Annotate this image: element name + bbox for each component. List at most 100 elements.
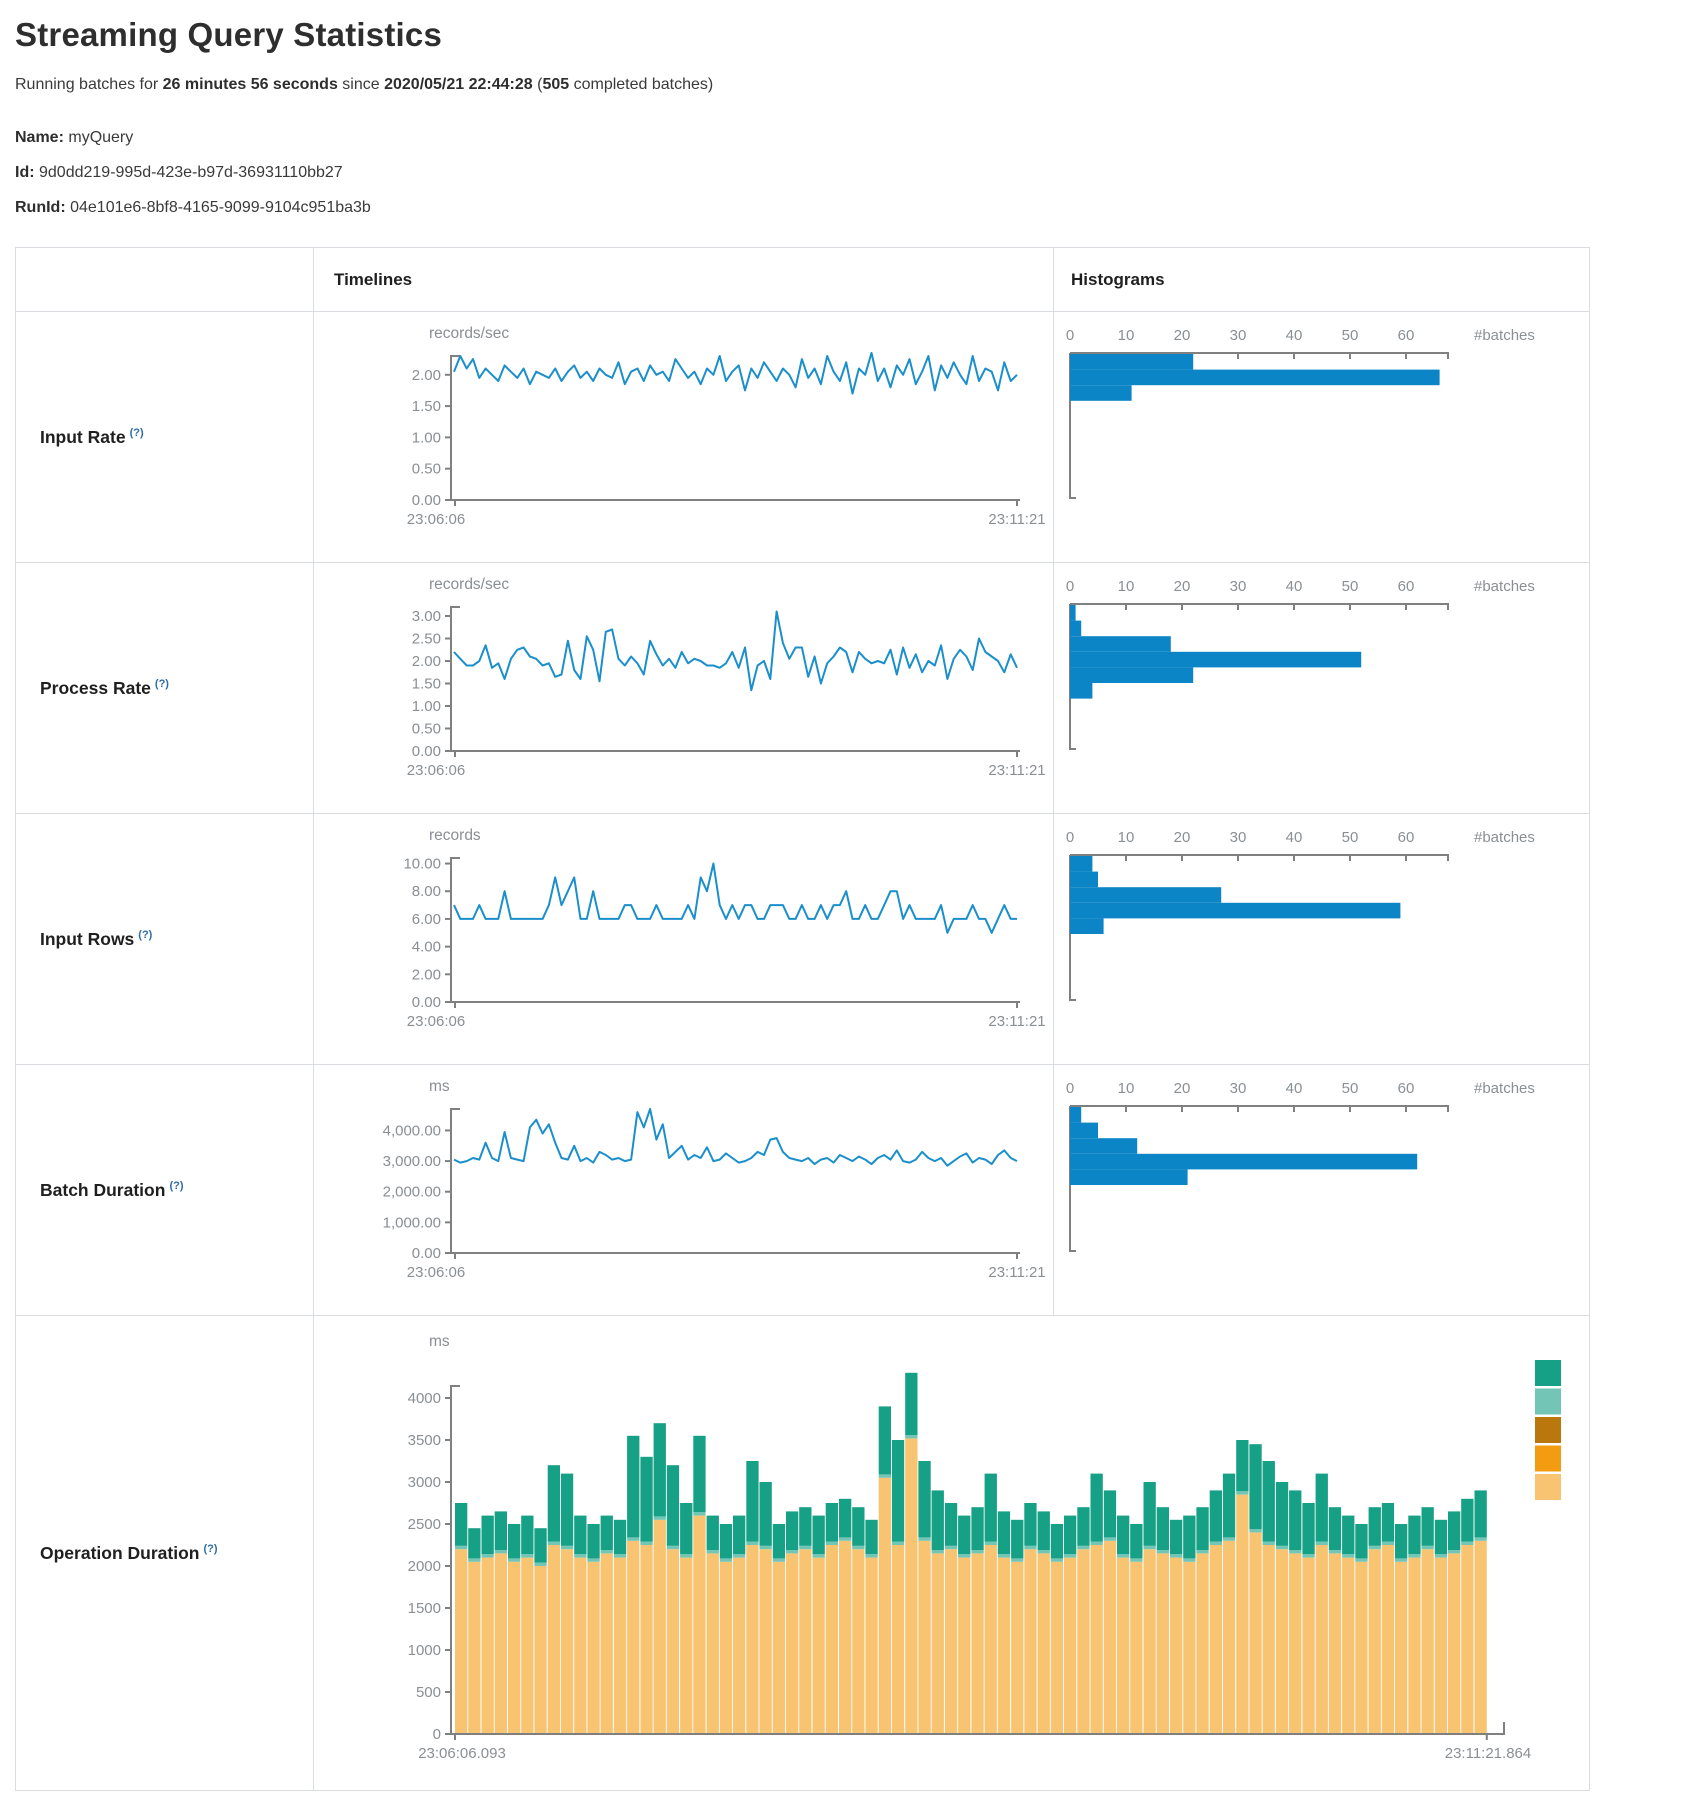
svg-text:records/sec: records/sec (429, 325, 509, 342)
svg-text:0: 0 (433, 1726, 441, 1743)
svg-text:30: 30 (1230, 829, 1247, 846)
svg-text:2.00: 2.00 (412, 367, 441, 384)
svg-text:20: 20 (1174, 327, 1191, 344)
svg-text:2.50: 2.50 (412, 631, 441, 648)
svg-text:#batches: #batches (1474, 327, 1535, 344)
svg-text:0: 0 (1066, 829, 1074, 846)
operation-duration-cell: ms 4000 3500 3000 2500 2000 1500 1000 500 0 23:06:… (314, 1316, 1589, 1790)
table-row-batch-duration: Batch Duration (?) ms 4,000.00 3,000.00 2,00… (16, 1065, 1589, 1316)
input-rate-timeline-chart: records/sec 2.00 1.50 1.00 0.50 0.00 23:06:06 2… (407, 325, 1046, 528)
help-icon[interactable]: (?) (129, 426, 144, 439)
table-header-histograms: Histograms (1071, 269, 1165, 289)
query-id-label: Id: (15, 164, 35, 181)
query-runid-value: 04e101e6-8bf8-4165-9099-9104c951ba3b (70, 199, 371, 216)
svg-text:40: 40 (1286, 829, 1303, 846)
page-header: Streaming Query Statistics Running batch… (15, 16, 1678, 225)
row-label-batch-duration: Batch Duration (?) (40, 1180, 183, 1201)
process-rate-histogram-chart: 0 10 20 30 40 50 60 #batches (1066, 578, 1535, 750)
svg-text:40: 40 (1286, 1080, 1303, 1097)
timeline-cell-process-rate: records/sec 3.00 2.50 2.00 1.50 1.00 0.50 0.00 2… (314, 563, 1054, 813)
svg-text:1,000.00: 1,000.00 (383, 1214, 441, 1231)
table-row-operation-duration: Operation Duration (?) ms 4000 3500 3000 2500… (16, 1316, 1589, 1790)
summary-text: ( (532, 76, 543, 93)
svg-text:2.00: 2.00 (412, 653, 441, 670)
histogram-cell-process-rate: 0 10 20 30 40 50 60 #batches (1054, 563, 1589, 813)
batch-duration-histogram-chart: 0 10 20 30 40 50 60 #batches (1066, 1080, 1535, 1252)
row-label-text: Input Rows (40, 928, 135, 949)
help-icon[interactable]: (?) (169, 1179, 184, 1192)
svg-text:records/sec: records/sec (429, 576, 509, 593)
timeline-cell-input-rows: records 10.00 8.00 6.00 4.00 2.00 0.00 23:06:06… (314, 814, 1054, 1064)
row-label-cell: Input Rows (?) (16, 814, 314, 1064)
row-label-cell: Operation Duration (?) (16, 1316, 314, 1790)
operation-duration-stacked-chart: ms 4000 3500 3000 2500 2000 1500 1000 500 0 23:06:… (408, 1333, 1561, 1762)
svg-text:23:06:06.093: 23:06:06.093 (418, 1745, 506, 1762)
help-icon[interactable]: (?) (154, 677, 169, 690)
summary-batch-count: 505 (542, 76, 570, 93)
svg-text:23:11:21: 23:11:21 (988, 511, 1045, 528)
svg-text:10: 10 (1118, 1080, 1135, 1097)
query-name-label: Name: (15, 129, 64, 146)
svg-text:ms: ms (429, 1078, 450, 1095)
summary-start-time: 2020/05/21 22:44:28 (384, 76, 533, 93)
query-meta: Name: myQuery Id: 9d0dd219-995d-423e-b97… (15, 120, 1678, 225)
timeline-cell-batch-duration: ms 4,000.00 3,000.00 2,000.00 1,000.00 0.00 23… (314, 1065, 1054, 1315)
svg-text:50: 50 (1342, 1080, 1359, 1097)
svg-text:30: 30 (1230, 327, 1247, 344)
svg-text:0.50: 0.50 (412, 721, 441, 738)
page-title: Streaming Query Statistics (15, 16, 443, 53)
histogram-cell-batch-duration: 0 10 20 30 40 50 60 #batches (1054, 1065, 1589, 1315)
input-rate-histogram-chart: 0 10 20 30 40 50 60 #batches (1066, 327, 1535, 499)
svg-text:60: 60 (1398, 1080, 1415, 1097)
process-rate-timeline-chart: records/sec 3.00 2.50 2.00 1.50 1.00 0.50 0.00 2… (407, 576, 1046, 779)
svg-text:23:06:06: 23:06:06 (407, 511, 465, 528)
svg-text:10: 10 (1118, 829, 1135, 846)
svg-text:2,000.00: 2,000.00 (383, 1184, 441, 1201)
row-label-process-rate: Process Rate (?) (40, 678, 169, 699)
svg-text:23:11:21: 23:11:21 (988, 762, 1045, 779)
svg-text:0: 0 (1066, 327, 1074, 344)
summary-line: Running batches for 26 minutes 56 second… (15, 76, 1678, 94)
svg-text:1.00: 1.00 (412, 698, 441, 715)
query-name-value: myQuery (68, 129, 134, 146)
histogram-cell-input-rows: 0 10 20 30 40 50 60 #batches (1054, 814, 1589, 1064)
svg-text:3.00: 3.00 (412, 608, 441, 625)
svg-text:6.00: 6.00 (412, 911, 441, 928)
svg-text:2.00: 2.00 (412, 966, 441, 983)
svg-text:60: 60 (1398, 829, 1415, 846)
table-row-input-rows: Input Rows (?) records 10.00 8.00 6.00 4.00 2.… (16, 814, 1589, 1065)
row-label-operation-duration: Operation Duration (?) (40, 1543, 218, 1564)
query-name-line: Name: myQuery (15, 120, 1678, 155)
svg-text:3000: 3000 (408, 1474, 441, 1491)
row-label-cell: Batch Duration (?) (16, 1065, 314, 1315)
table-header-row: Timelines Histograms (16, 248, 1589, 312)
svg-text:40: 40 (1286, 578, 1303, 595)
timeline-cell-input-rate: records/sec 2.00 1.50 1.00 0.50 0.00 23:06:06 2… (314, 312, 1054, 562)
svg-text:3500: 3500 (408, 1432, 441, 1449)
svg-text:1000: 1000 (408, 1642, 441, 1659)
svg-text:records: records (429, 827, 481, 844)
svg-text:20: 20 (1174, 1080, 1191, 1097)
help-icon[interactable]: (?) (203, 1542, 218, 1555)
query-id-line: Id: 9d0dd219-995d-423e-b97d-36931110bb27 (15, 155, 1678, 190)
svg-text:8.00: 8.00 (412, 883, 441, 900)
svg-text:ms: ms (429, 1333, 450, 1350)
svg-text:50: 50 (1342, 327, 1359, 344)
svg-text:0.00: 0.00 (412, 492, 441, 509)
query-runid-line: RunId: 04e101e6-8bf8-4165-9099-9104c951b… (15, 190, 1678, 225)
svg-text:0: 0 (1066, 578, 1074, 595)
input-rows-histogram-chart: 0 10 20 30 40 50 60 #batches (1066, 829, 1535, 1001)
svg-text:10.00: 10.00 (403, 856, 441, 873)
input-rows-timeline-chart: records 10.00 8.00 6.00 4.00 2.00 0.00 23:06:06… (403, 827, 1045, 1030)
svg-text:0.00: 0.00 (412, 743, 441, 760)
row-label-input-rate: Input Rate (?) (40, 427, 144, 448)
histogram-cell-input-rate: 0 10 20 30 40 50 60 #batches (1054, 312, 1589, 562)
svg-text:10: 10 (1118, 327, 1135, 344)
svg-text:#batches: #batches (1474, 1080, 1535, 1097)
row-label-input-rows: Input Rows (?) (40, 929, 152, 950)
summary-duration: 26 minutes 56 seconds (162, 76, 338, 93)
svg-text:2000: 2000 (408, 1558, 441, 1575)
row-label-text: Batch Duration (40, 1179, 166, 1200)
svg-text:1500: 1500 (408, 1600, 441, 1617)
help-icon[interactable]: (?) (138, 928, 153, 941)
